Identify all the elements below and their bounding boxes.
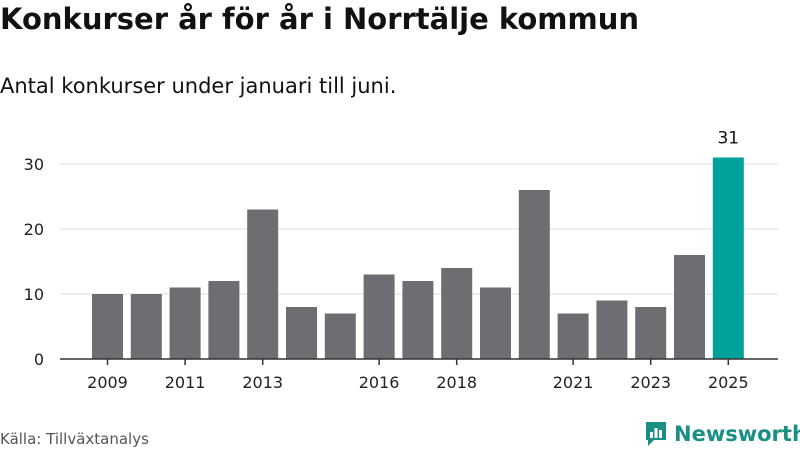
bar-2015	[324, 313, 356, 359]
bar-2025	[712, 157, 744, 359]
bar-2021	[557, 313, 589, 359]
bar-2024	[674, 255, 705, 359]
bar-2012	[208, 281, 240, 359]
chart-subtitle: Antal konkurser under januari till juni.	[0, 74, 397, 98]
bar-2010	[130, 294, 162, 359]
bar-2019	[480, 287, 511, 359]
labels: 0 10 20 30 2009 2011 2013 2016 2018 2021 2023 2025 3…	[24, 129, 749, 393]
gridlines	[60, 163, 778, 295]
bar-2018	[441, 268, 473, 359]
x-tick-label: 2013	[242, 373, 283, 392]
bar-2016	[363, 274, 395, 359]
x-tick-label: 2018	[436, 373, 477, 392]
bar-2014	[286, 307, 317, 359]
bar-2017	[402, 281, 434, 359]
x-tick-label: 2021	[553, 373, 594, 392]
x-tick-label: 2023	[630, 373, 671, 392]
brand-name: Newsworthy	[674, 422, 800, 446]
y-tick-label: 0	[34, 350, 44, 369]
bar-2020	[518, 190, 550, 359]
bar-2013	[247, 209, 279, 359]
y-tick-label: 20	[24, 220, 44, 239]
highlight-value-label: 31	[717, 129, 739, 149]
bar-2023	[635, 307, 667, 359]
bars	[92, 157, 744, 359]
bar-2011	[169, 287, 201, 359]
bar-2022	[596, 300, 628, 359]
x-tick-label: 2011	[165, 373, 206, 392]
brand-logo: Newsworthy	[644, 420, 800, 448]
y-tick-label: 30	[24, 155, 44, 174]
bar-chart: 0 10 20 30 2009 2011 2013 2016 2018 2021 2023 2025 3…	[24, 129, 778, 393]
y-tick-label: 10	[24, 285, 44, 304]
bar-2009	[92, 294, 123, 359]
x-tick-label: 2016	[359, 373, 400, 392]
newsworthy-logo-icon	[646, 422, 666, 446]
x-tick-label: 2009	[87, 373, 128, 392]
chart-title: Konkurser år för år i Norrtälje kommun	[0, 2, 640, 36]
source-note: Källa: Tillväxtanalys	[0, 430, 149, 448]
axes	[60, 358, 778, 365]
x-tick-label: 2025	[708, 373, 749, 392]
